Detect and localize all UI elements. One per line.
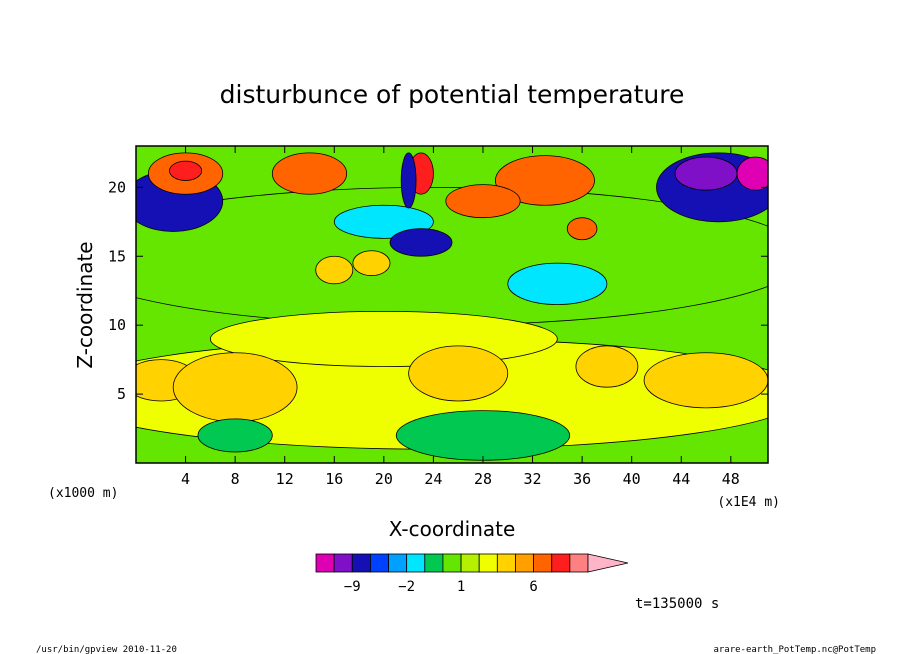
x-axis-label: X-coordinate [389,517,516,541]
x-tick-label: 48 [722,470,740,488]
colorbar-segment [569,553,589,573]
x-tick-label: 12 [276,470,294,488]
contour-region [566,217,598,241]
y-tick-label: 20 [108,178,126,196]
colorbar-segment [478,553,498,573]
y-axis-label: Z-coordinate [73,241,97,368]
contour-regions [136,152,768,461]
colorbar-labels: −9 −2 1 6 [344,579,538,595]
contour-region [172,352,298,423]
x-tick-label: 32 [524,470,542,488]
colorbar-segment [442,553,462,573]
x-tick-label: 24 [424,470,442,488]
colorbar-segment [315,553,335,573]
contour-region [643,352,768,409]
contour-region [271,152,348,195]
contour-region [169,160,203,181]
contour-region [389,228,453,257]
x-tick-label: 40 [623,470,641,488]
colorbar-segment [515,553,535,573]
colorbar-segment [333,553,353,573]
colorbar-extend-arrow [587,553,629,573]
y-unit-note: (x1000 m) [48,486,118,501]
colorbar-segment [351,553,371,573]
colorbar-segment [388,553,408,573]
x-axis-ticks: 4 8 12 16 20 24 28 32 36 40 44 48 [181,146,740,488]
y-tick-label: 15 [108,247,126,265]
contour-region [315,255,354,285]
footer-left: /usr/bin/gpview 2010-11-20 [36,645,177,654]
colorbar-segment [369,553,389,573]
colorbar-label: −2 [398,579,415,595]
colorbar-label: 1 [457,579,465,595]
colorbar-segment [533,553,553,573]
x-tick-label: 20 [375,470,393,488]
colorbar-segment [496,553,516,573]
time-label: t=135000 s [635,596,719,612]
x-tick-label: 16 [325,470,343,488]
colorbar-segment [424,553,444,573]
chart-title: disturbunce of potential temperature [220,80,685,109]
contour-region [400,152,417,209]
x-tick-label: 4 [181,470,190,488]
contour-region [395,410,571,461]
contour-region [575,345,639,388]
x-tick-label: 28 [474,470,492,488]
colorbar-segment [460,553,480,573]
x-tick-label: 8 [231,470,240,488]
colorbar [315,553,629,573]
colorbar-label: −9 [344,579,361,595]
colorbar-segment [406,553,426,573]
contour-region [736,156,768,191]
colorbar-label: 6 [529,579,537,595]
y-axis-ticks: 5 10 15 20 [108,178,768,403]
y-tick-label: 5 [117,385,126,403]
contour-region [507,262,608,305]
footer-right: arare-earth_PotTemp.nc@PotTemp [713,645,876,654]
contour-region [352,250,391,276]
contour-region [445,184,521,219]
y-tick-label: 10 [108,316,126,334]
x-unit-note: (x1E4 m) [717,495,780,510]
x-tick-label: 44 [672,470,690,488]
x-tick-label: 36 [573,470,591,488]
colorbar-segment [551,553,571,573]
contour-region [494,155,595,206]
contour-region [197,418,273,453]
contour-region [674,156,738,191]
contour-region [408,345,509,402]
plot-area [136,146,768,463]
plot-frame [135,145,769,464]
